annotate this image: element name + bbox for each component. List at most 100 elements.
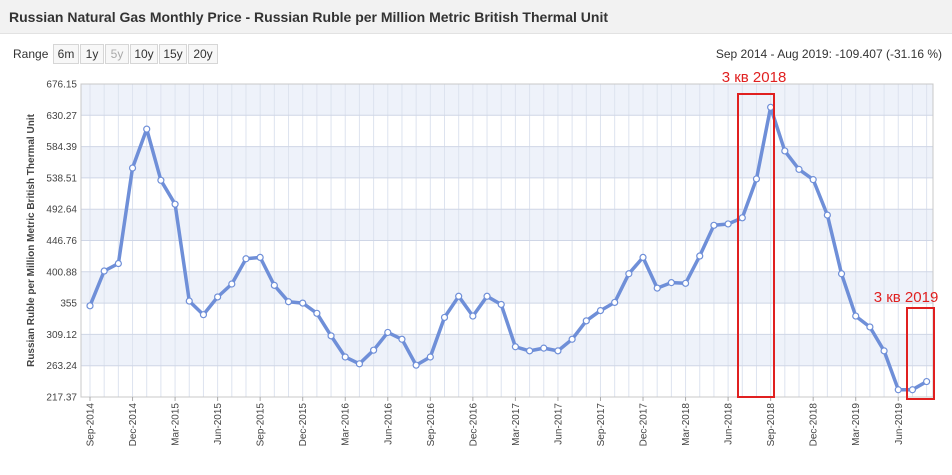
x-tick-label: Jun-2018 <box>724 403 735 445</box>
data-point[interactable] <box>299 299 307 307</box>
annotation-box <box>737 93 775 398</box>
x-tick-label: Jun-2017 <box>553 403 564 445</box>
y-tick-label: 676.15 <box>46 80 77 91</box>
x-tick-label: Mar-2015 <box>171 403 182 446</box>
annotation-label: 3 кв 2019 <box>874 289 939 306</box>
data-point[interactable] <box>86 302 94 310</box>
data-point[interactable] <box>667 279 675 287</box>
data-point[interactable] <box>852 312 860 320</box>
data-point[interactable] <box>228 280 236 288</box>
data-point[interactable] <box>185 297 193 305</box>
range-10y-button[interactable]: 10y <box>130 44 158 64</box>
range-5y-button[interactable]: 5y <box>105 44 129 64</box>
x-tick-label: Dec-2015 <box>298 403 309 447</box>
data-point[interactable] <box>440 313 449 322</box>
data-point[interactable] <box>710 221 718 229</box>
x-tick-label: Dec-2016 <box>468 403 479 447</box>
data-point[interactable] <box>681 279 690 287</box>
data-point[interactable] <box>596 307 605 315</box>
annotation-box <box>906 307 935 400</box>
data-point[interactable] <box>568 335 576 343</box>
x-tick-label: Sep-2015 <box>256 403 267 447</box>
data-point[interactable] <box>525 347 534 355</box>
data-point[interactable] <box>866 323 874 331</box>
data-point[interactable] <box>908 386 917 394</box>
data-point[interactable] <box>242 255 250 263</box>
x-tick-label: Mar-2018 <box>681 403 692 446</box>
data-point[interactable] <box>554 347 562 355</box>
plot-band <box>81 115 933 147</box>
data-point[interactable] <box>370 346 378 354</box>
data-point[interactable] <box>100 267 108 275</box>
data-point[interactable] <box>313 309 321 317</box>
range-1y-button[interactable]: 1y <box>80 44 104 64</box>
data-point[interactable] <box>738 214 746 222</box>
x-tick-label: Jun-2016 <box>383 403 394 445</box>
data-points <box>86 103 931 394</box>
data-point[interactable] <box>582 317 590 325</box>
data-point[interactable] <box>767 103 775 111</box>
plot-band <box>81 240 933 272</box>
data-point[interactable] <box>412 361 420 369</box>
data-point[interactable] <box>171 200 179 208</box>
x-tick-label: Mar-2017 <box>511 403 522 446</box>
y-tick-label: 217.37 <box>46 393 77 404</box>
data-point[interactable] <box>469 312 477 320</box>
data-point[interactable] <box>256 253 264 261</box>
data-point[interactable] <box>511 343 520 351</box>
data-point[interactable] <box>398 335 406 343</box>
data-point[interactable] <box>809 176 817 184</box>
x-tick-label: Sep-2017 <box>596 403 607 447</box>
range-15y-button[interactable]: 15y <box>159 44 187 64</box>
data-point[interactable] <box>284 298 293 306</box>
data-point[interactable] <box>455 292 463 300</box>
data-point[interactable] <box>355 360 364 368</box>
range-20y-button[interactable]: 20y <box>188 44 218 64</box>
y-tick-label: 400.88 <box>46 267 77 278</box>
data-point[interactable] <box>157 176 165 184</box>
plot-bands <box>81 84 933 397</box>
data-point[interactable] <box>327 332 335 340</box>
data-point[interactable] <box>923 377 931 386</box>
x-axis-ticks: Sep-2014 Dec-2014 Mar-2015 Jun-2015 Sep-2015… <box>86 397 905 446</box>
x-tick-label: Sep-2018 <box>766 403 777 447</box>
data-point[interactable] <box>128 164 137 172</box>
data-point[interactable] <box>795 165 803 173</box>
data-point[interactable] <box>752 175 761 183</box>
data-point[interactable] <box>653 284 661 292</box>
data-point[interactable] <box>696 252 704 260</box>
data-point[interactable] <box>143 125 151 133</box>
data-point[interactable] <box>781 147 789 155</box>
y-tick-label: 263.24 <box>46 361 77 372</box>
data-point[interactable] <box>724 220 732 228</box>
data-point[interactable] <box>270 281 278 289</box>
data-point[interactable] <box>611 298 619 307</box>
y-tick-label: 584.39 <box>46 142 77 153</box>
range-label: Range <box>13 47 49 61</box>
data-point[interactable] <box>823 211 831 219</box>
range-6m-button[interactable]: 6m <box>53 44 79 64</box>
data-point[interactable] <box>625 270 633 278</box>
plot-band <box>81 84 933 116</box>
data-point[interactable] <box>341 353 349 361</box>
data-point[interactable] <box>894 386 902 394</box>
data-point[interactable] <box>384 328 392 337</box>
data-point[interactable] <box>199 311 208 319</box>
data-point[interactable] <box>639 253 647 261</box>
y-tick-label: 492.64 <box>46 205 77 216</box>
data-point[interactable] <box>497 300 505 309</box>
range-selector: Range 6m 1y 5y 10y 15y 20y Sep 2014 - Au… <box>0 42 952 66</box>
x-tick-label: Sep-2016 <box>426 403 437 447</box>
data-point[interactable] <box>426 353 434 361</box>
x-tick-label: Mar-2019 <box>851 403 862 446</box>
data-point[interactable] <box>880 347 888 355</box>
y-tick-label: 355 <box>60 299 77 310</box>
data-point[interactable] <box>540 344 548 352</box>
y-axis-ticks: 676.15 630.27 584.39 538.51 492.64 446.76 400.… <box>46 80 77 404</box>
data-point[interactable] <box>837 270 846 278</box>
y-tick-label: 309.12 <box>46 330 77 341</box>
data-point[interactable] <box>114 259 122 268</box>
x-tick-label: Mar-2016 <box>341 403 352 446</box>
data-point[interactable] <box>483 292 491 300</box>
data-point[interactable] <box>214 293 222 301</box>
